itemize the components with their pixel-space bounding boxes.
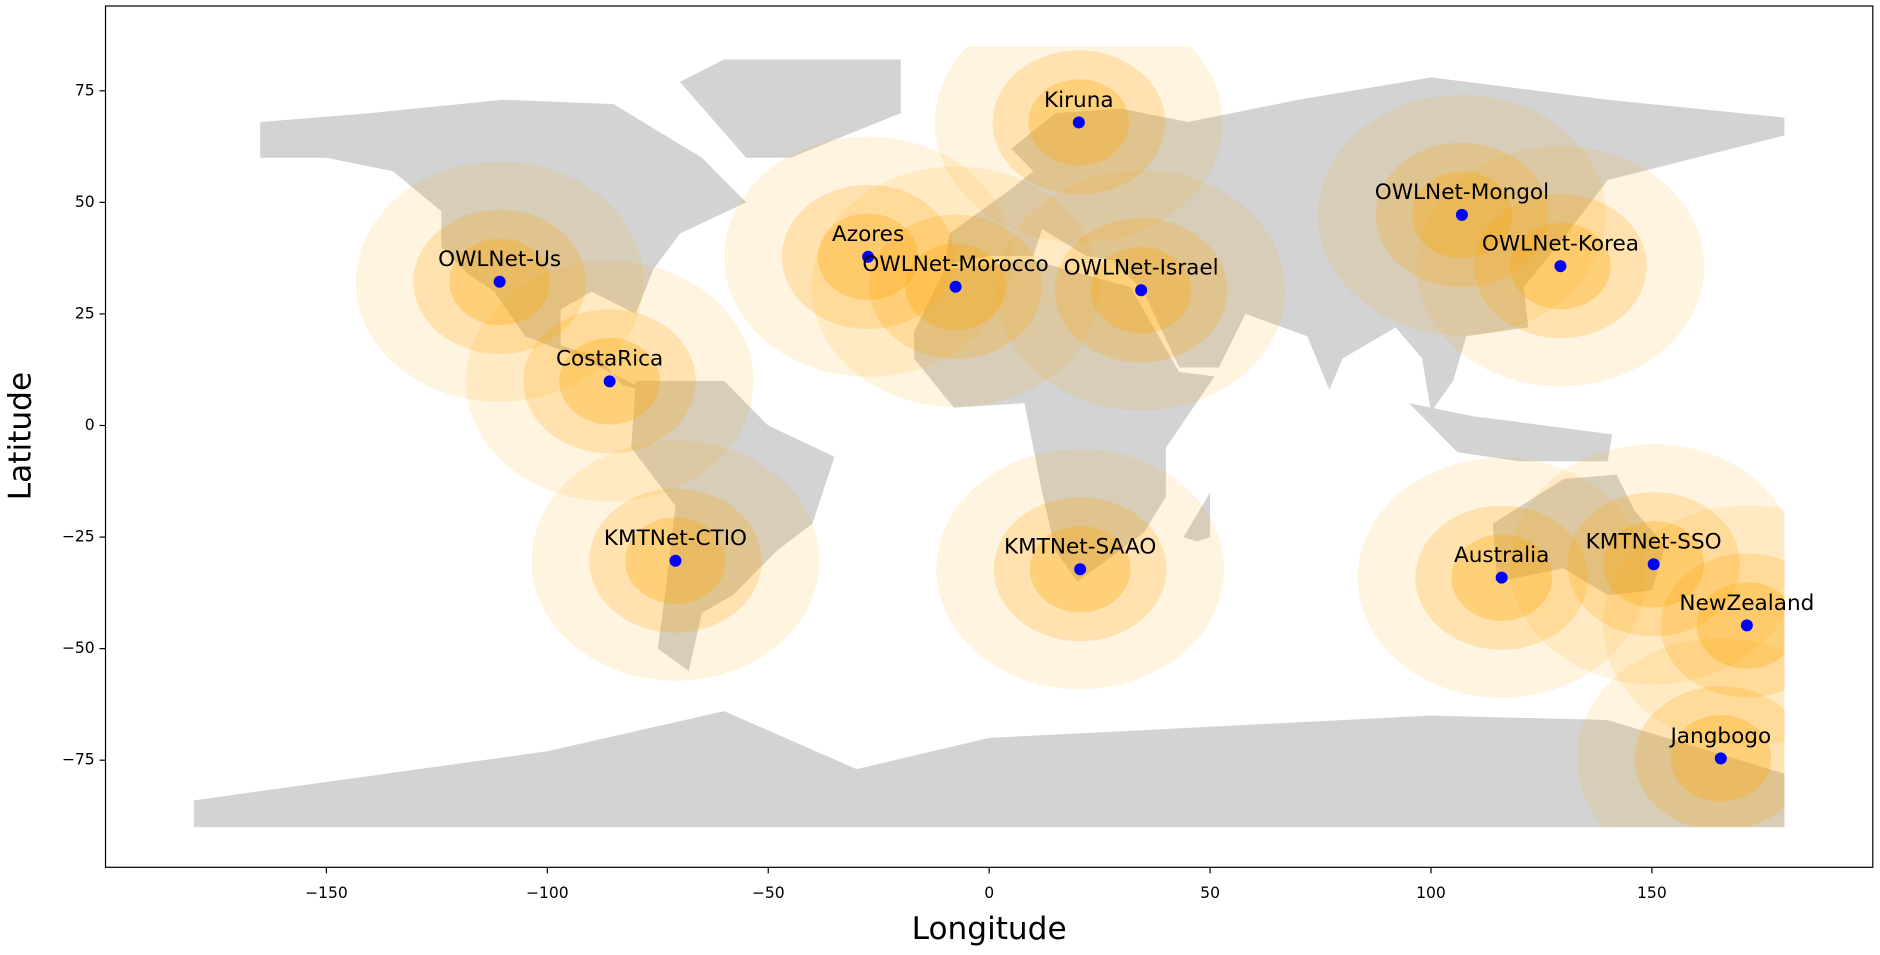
station-point bbox=[1495, 571, 1508, 584]
land bbox=[1492, 474, 1666, 596]
y-tick-label: −50 bbox=[62, 639, 95, 657]
station-label: KMTNet-SAAO bbox=[1004, 535, 1156, 560]
x-tick-label: 50 bbox=[1200, 884, 1220, 902]
x-tick-label: 0 bbox=[984, 884, 994, 902]
land bbox=[260, 99, 747, 390]
land bbox=[1408, 403, 1613, 462]
x-axis-label: Longitude bbox=[912, 911, 1067, 947]
station-label: Azores bbox=[832, 222, 904, 247]
station-label: CostaRica bbox=[556, 347, 663, 372]
coverage-ring bbox=[1660, 553, 1785, 698]
land bbox=[631, 380, 835, 671]
station-point bbox=[949, 280, 962, 293]
station-label: OWLNet-Israel bbox=[1064, 256, 1219, 281]
land bbox=[1183, 492, 1211, 542]
station-point bbox=[1740, 619, 1753, 632]
x-tick-label: −100 bbox=[526, 884, 569, 902]
y-tick-label: 75 bbox=[75, 81, 95, 99]
x-tick-label: 150 bbox=[1637, 884, 1667, 902]
station-label: OWLNet-Mongol bbox=[1375, 180, 1549, 205]
station-label: KMTNet-SSO bbox=[1586, 530, 1722, 555]
coverage-ring bbox=[935, 46, 1223, 243]
land bbox=[914, 260, 1215, 582]
coverage-ring bbox=[1576, 638, 1785, 828]
station-point bbox=[493, 275, 506, 288]
coverage-ring bbox=[1634, 686, 1785, 828]
land bbox=[679, 59, 901, 158]
y-tick-label: 50 bbox=[75, 193, 95, 211]
station-point bbox=[669, 554, 682, 567]
station-point bbox=[862, 250, 875, 263]
y-tick-label: −25 bbox=[62, 528, 95, 546]
station-label: KMTNet-CTIO bbox=[604, 526, 747, 551]
y-axis-label: Latitude bbox=[3, 372, 39, 500]
station-label: OWLNet-Us bbox=[438, 247, 561, 272]
station-point bbox=[603, 375, 616, 388]
station-point bbox=[1074, 563, 1087, 576]
station-label: Australia bbox=[1454, 543, 1549, 568]
station-point bbox=[1455, 208, 1468, 221]
station-point bbox=[1135, 284, 1148, 297]
y-tick-label: −75 bbox=[62, 751, 95, 769]
land bbox=[193, 711, 1785, 828]
y-tick-label: 0 bbox=[85, 416, 95, 434]
station-point bbox=[1714, 752, 1727, 765]
station-label: OWLNet-Korea bbox=[1482, 232, 1639, 257]
station-label: OWLNet-Morocco bbox=[862, 252, 1048, 277]
coverage-ring bbox=[1696, 582, 1785, 669]
x-tick-label: −50 bbox=[752, 884, 785, 902]
station-point bbox=[1072, 116, 1085, 129]
station-label: Jangbogo bbox=[1668, 724, 1771, 749]
station-point bbox=[1647, 558, 1660, 571]
x-tick-label: −150 bbox=[305, 884, 348, 902]
station-label: NewZealand bbox=[1679, 591, 1814, 616]
coverage-ring bbox=[1509, 444, 1785, 685]
y-tick-label: 25 bbox=[75, 304, 95, 322]
station-point bbox=[1554, 260, 1567, 273]
land bbox=[944, 77, 1785, 413]
station-label: Kiruna bbox=[1044, 88, 1114, 113]
x-tick-label: 100 bbox=[1416, 884, 1446, 902]
world-map bbox=[193, 59, 1785, 828]
